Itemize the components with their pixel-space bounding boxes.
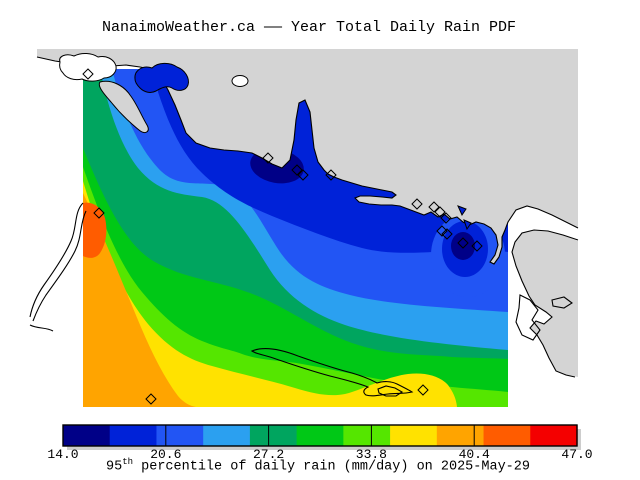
- caption-superscript: th: [122, 457, 134, 467]
- colorbar-segment: [203, 425, 251, 446]
- coastline-southeast: [511, 229, 579, 378]
- contour-band-35-38: [83, 181, 457, 407]
- colorbar: [63, 425, 578, 446]
- inlet-core-14-17: [451, 232, 475, 260]
- station-marker: [82, 68, 94, 80]
- coastline-mainland: [36, 56, 579, 265]
- colorbar-segment: [436, 425, 485, 446]
- plot-title: NanaimoWeather.ca —— Year Total Daily Ra…: [101, 19, 517, 36]
- island-outlines-east: [515, 294, 573, 341]
- colorbar-segment: [296, 425, 344, 446]
- colorbar-tick-label: 20.6: [150, 447, 182, 462]
- station-marker: [291, 164, 303, 176]
- station-marker: [436, 225, 448, 237]
- station-marker: [457, 237, 469, 249]
- station-marker: [417, 384, 429, 396]
- station-marker: [93, 207, 105, 219]
- station-marker: [428, 201, 440, 213]
- station-marker: [145, 393, 157, 405]
- station-marker: [297, 169, 309, 181]
- colorbar-caption: 95th percentile of daily rain (mm/day) o…: [106, 457, 530, 475]
- colorbar-ticks: [165, 425, 475, 446]
- inlet-top-left: [134, 62, 189, 93]
- colorbar-tick-label: 33.8: [355, 447, 387, 462]
- colorbar-tick-label: 27.2: [252, 447, 285, 462]
- station-marker: [441, 228, 453, 240]
- cove-2: [463, 219, 472, 231]
- colorbar-tick-label: 14.0: [47, 447, 79, 462]
- land-headland: [98, 80, 149, 133]
- coastline-vancouver-island: [29, 202, 87, 332]
- station-marker: [440, 212, 452, 224]
- colorbar-segment: [343, 425, 391, 446]
- caption-rest: percentile of daily rain (mm/day) on 202…: [133, 459, 530, 475]
- colorbar-segment: [390, 425, 438, 446]
- colorbar-segment: [483, 425, 531, 446]
- colorbar-segment: [156, 425, 204, 446]
- contour-band-38-41: [83, 193, 196, 407]
- lake-outline: [231, 75, 249, 87]
- caption-base: 95: [106, 459, 123, 475]
- contour-band-32-35: [83, 167, 508, 407]
- island-top-left: [59, 53, 117, 82]
- land-southeast: [512, 230, 578, 377]
- colorbar-border: [62, 424, 578, 447]
- colorbar-segment: [63, 425, 111, 446]
- colorbar-tick-label: 40.4: [458, 447, 490, 462]
- cove-1: [457, 205, 467, 217]
- colorbar-segment: [109, 425, 158, 446]
- station-marker: [262, 152, 274, 164]
- station-marker: [411, 198, 423, 210]
- island-outlines-bottom: [250, 347, 414, 397]
- colorbar-segment: [530, 425, 578, 446]
- station-marker: [471, 240, 483, 252]
- station-marker: [325, 169, 337, 181]
- colorbar-tick-label: 47.0: [561, 447, 593, 462]
- colorbar-segment: [249, 425, 298, 446]
- station-markers: [82, 68, 483, 405]
- station-marker: [434, 206, 446, 218]
